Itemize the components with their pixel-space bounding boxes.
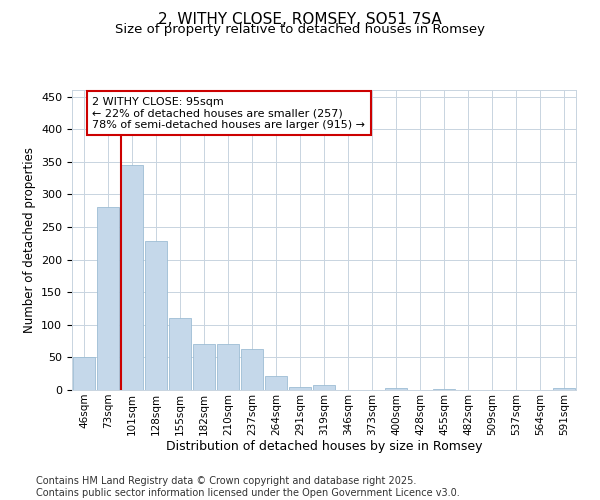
Text: Contains HM Land Registry data © Crown copyright and database right 2025.
Contai: Contains HM Land Registry data © Crown c… xyxy=(36,476,460,498)
Bar xyxy=(553,388,575,390)
Text: 2 WITHY CLOSE: 95sqm
← 22% of detached houses are smaller (257)
78% of semi-deta: 2 WITHY CLOSE: 95sqm ← 22% of detached h… xyxy=(92,96,365,130)
Text: Size of property relative to detached houses in Romsey: Size of property relative to detached ho… xyxy=(115,22,485,36)
Bar xyxy=(73,358,95,390)
Bar xyxy=(145,242,167,390)
Bar xyxy=(169,318,191,390)
Bar xyxy=(241,349,263,390)
X-axis label: Distribution of detached houses by size in Romsey: Distribution of detached houses by size … xyxy=(166,440,482,454)
Bar xyxy=(289,386,311,390)
Bar xyxy=(313,386,335,390)
Bar xyxy=(265,376,287,390)
Bar xyxy=(385,388,407,390)
Text: 2, WITHY CLOSE, ROMSEY, SO51 7SA: 2, WITHY CLOSE, ROMSEY, SO51 7SA xyxy=(158,12,442,28)
Bar xyxy=(217,344,239,390)
Bar xyxy=(193,344,215,390)
Bar xyxy=(97,208,119,390)
Y-axis label: Number of detached properties: Number of detached properties xyxy=(23,147,35,333)
Bar xyxy=(433,388,455,390)
Bar xyxy=(121,165,143,390)
